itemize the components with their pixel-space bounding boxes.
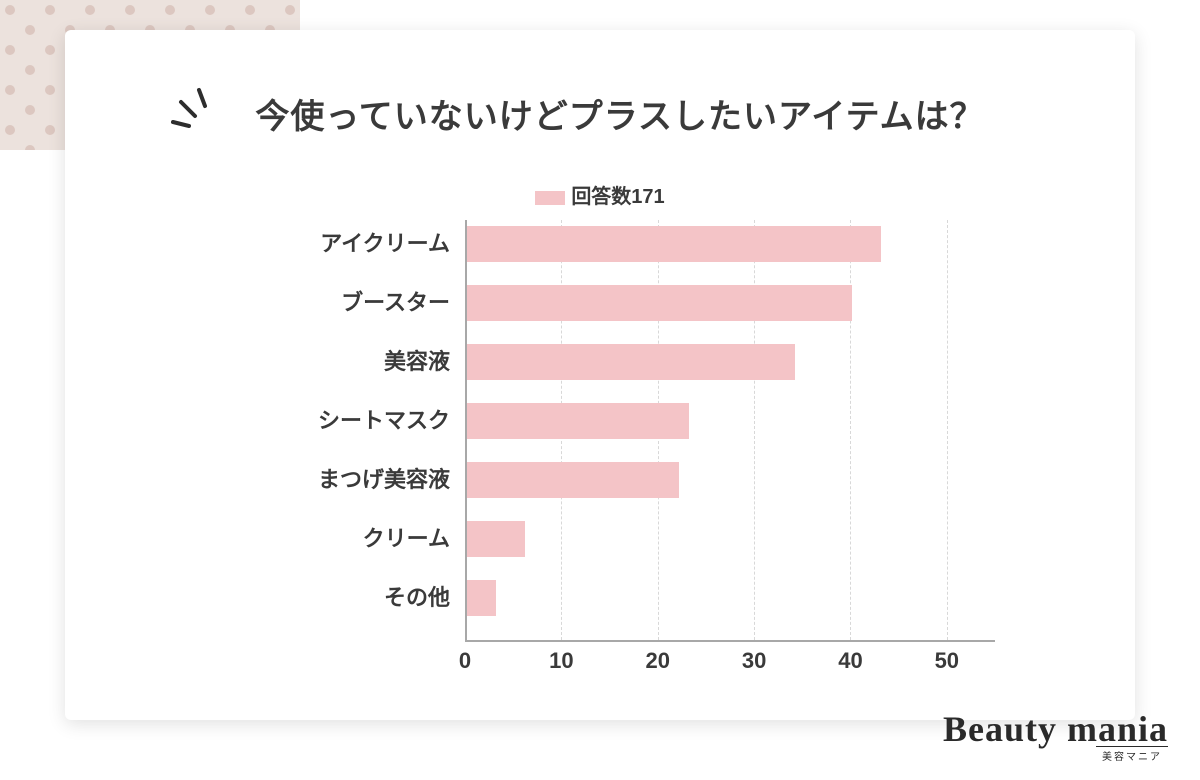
y-tick-label: シートマスク [235,403,450,439]
x-tick-label: 40 [838,648,862,674]
x-tick-label: 20 [645,648,669,674]
chart-card: 今使っていないけどプラスしたいアイテムは？ 回答数171 0 10 20 30 40 50… [65,30,1135,720]
legend-label: 回答数171 [571,186,664,208]
brand-logo: Beauty mania 美容マニア [943,711,1168,765]
logo-main: Beauty mania [943,711,1168,747]
y-tick-label: ブースター [235,285,450,321]
bar [467,226,881,262]
chart-title: 今使っていないけどプラスしたいアイテムは？ [243,95,996,141]
x-tick-label: 0 [459,648,471,674]
gridline [754,220,755,640]
y-tick-label: クリーム [235,521,450,557]
bar [467,344,795,380]
x-tick-label: 50 [935,648,959,674]
logo-sub: 美容マニア [1096,746,1168,763]
y-tick-label: アイクリーム [235,226,450,262]
bar [467,285,852,321]
y-tick-label: まつげ美容液 [235,462,450,498]
bar [467,580,496,616]
y-tick-label: 美容液 [235,344,450,380]
gridline [850,220,851,640]
legend: 回答数171 [65,180,1135,209]
x-tick-label: 30 [742,648,766,674]
bar [467,462,679,498]
chart-title-wrap: 今使っていないけどプラスしたいアイテムは？ [185,95,1055,141]
legend-swatch [535,191,565,205]
x-tick-label: 10 [549,648,573,674]
bar [467,403,689,439]
x-axis [465,640,995,642]
bar-chart: 0 10 20 30 40 50 アイクリームブースター美容液シートマスクまつげ美容液クリー… [235,220,995,675]
bar [467,521,525,557]
y-tick-label: その他 [235,580,450,616]
gridline [947,220,948,640]
